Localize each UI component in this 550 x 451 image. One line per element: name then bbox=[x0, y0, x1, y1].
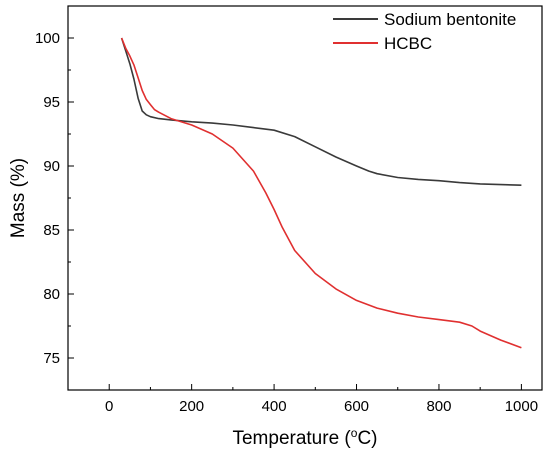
y-tick-label: 100 bbox=[35, 30, 60, 47]
x-axis-title-pre: Temperature ( bbox=[232, 428, 351, 449]
y-tick-label: 90 bbox=[43, 158, 60, 175]
x-tick-label: 400 bbox=[262, 398, 287, 415]
y-tick-label: 95 bbox=[43, 94, 60, 111]
plot-frame bbox=[67, 5, 543, 391]
y-tick-label: 85 bbox=[43, 222, 60, 239]
legend-label-hcbc: HCBC bbox=[384, 34, 432, 53]
series-layer bbox=[120, 37, 522, 349]
x-axis-title-sup: o bbox=[351, 426, 358, 440]
series-line-hcbc bbox=[120, 37, 522, 349]
x-tick-label: 600 bbox=[344, 398, 369, 415]
series-line-sodium-bentonite bbox=[120, 37, 522, 186]
y-axis-ticks: 75 80 85 90 95 100 bbox=[35, 30, 74, 367]
x-tick-label: 200 bbox=[179, 398, 204, 415]
y-tick-label: 80 bbox=[43, 286, 60, 303]
y-tick-label: 75 bbox=[43, 350, 60, 367]
x-tick-label: 1000 bbox=[505, 398, 538, 415]
x-axis-title: Temperature (oC) bbox=[232, 426, 377, 449]
x-axis-title-post: C) bbox=[357, 428, 377, 449]
y-axis-title: Mass (%) bbox=[8, 158, 29, 238]
x-tick-label: 0 bbox=[105, 398, 113, 415]
legend-label-sodium-bentonite: Sodium bentonite bbox=[384, 10, 516, 29]
legend: Sodium bentonite HCBC bbox=[333, 10, 516, 53]
x-axis-ticks: 0 200 400 600 800 1000 bbox=[105, 384, 538, 415]
x-tick-label: 800 bbox=[426, 398, 451, 415]
